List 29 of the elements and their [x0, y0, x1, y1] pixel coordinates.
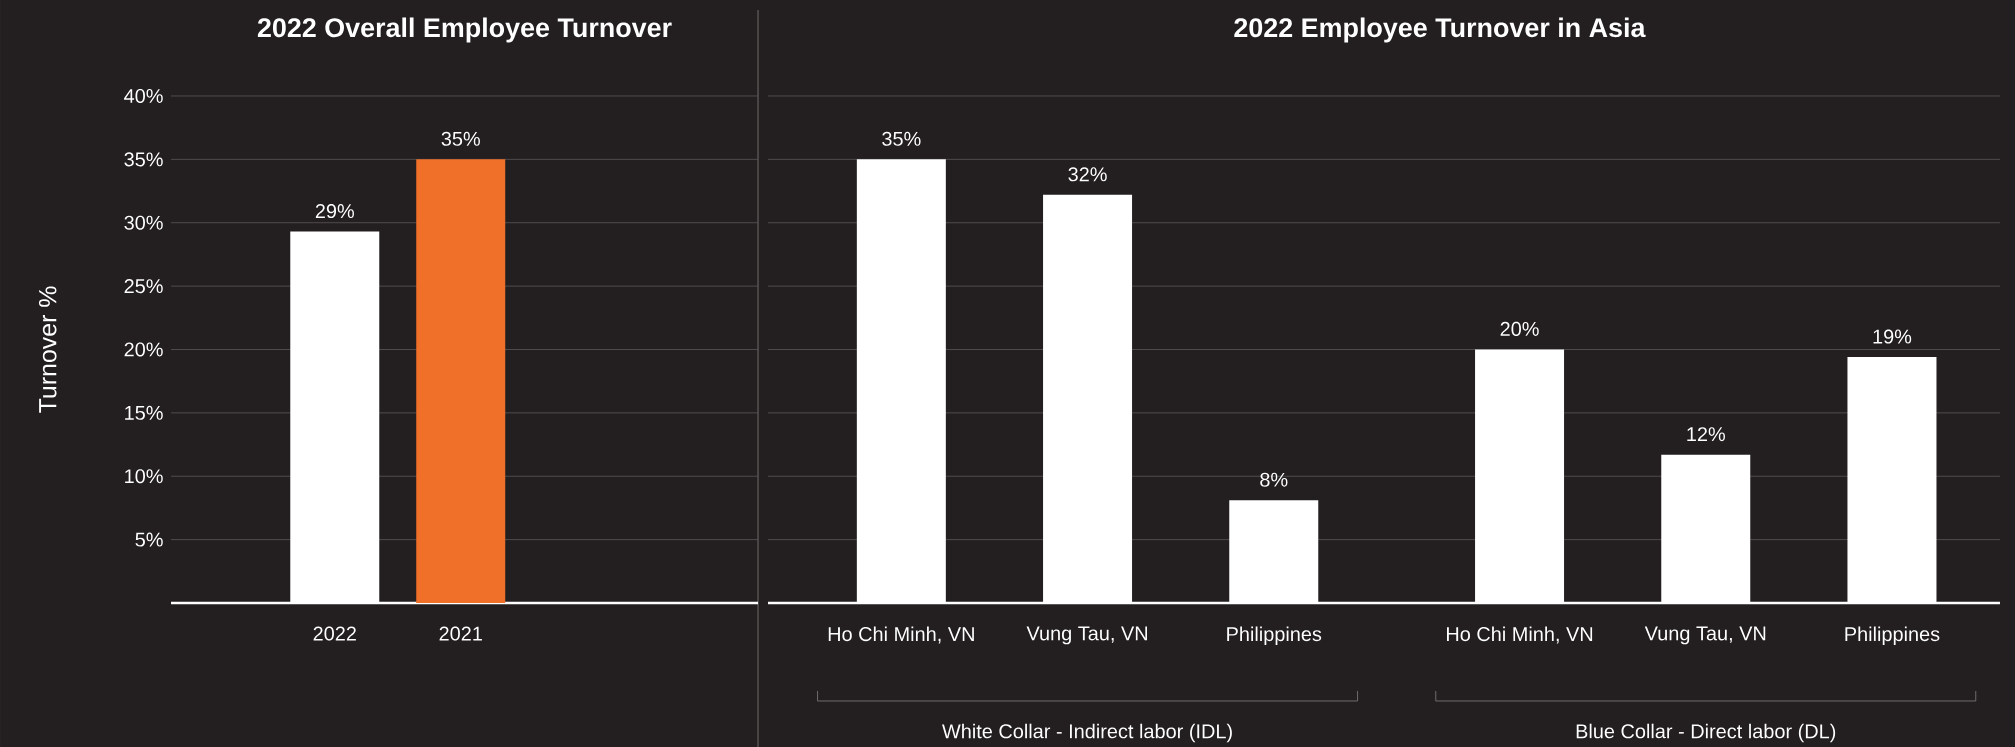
text: Blue Collar - Direct labor (DL) — [1576, 723, 1836, 743]
data-label: 8% — [1260, 472, 1288, 487]
x-tick-label: Philippines — [1845, 626, 1940, 646]
x-tick-label: 2022 — [313, 626, 356, 641]
data-label: 19% — [1873, 329, 1912, 344]
chart-title: 2022 Employee Turnover in Asia — [1234, 17, 1646, 43]
x-tick-label: Ho Chi Minh, VN — [828, 626, 974, 644]
x-tick-label: Vung Tau, VN — [1644, 626, 1766, 645]
y-tick-label: 30% — [124, 215, 163, 230]
data-label: 20% — [1500, 321, 1539, 336]
chart-title: 2022 Overall Employee Turnover — [257, 17, 672, 43]
y-tick-label: 40% — [124, 88, 163, 104]
x-tick-label: Philippines — [1227, 626, 1322, 646]
data-label: 35% — [882, 131, 921, 146]
data-label: 35% — [441, 131, 480, 146]
x-tick-label: 2021 — [439, 626, 482, 641]
y-tick-label: 35% — [124, 152, 163, 167]
x-tick-label: Ho Chi Minh, VN — [1447, 626, 1593, 644]
y-tick-label: 20% — [124, 342, 163, 357]
data-label: 12% — [1687, 427, 1725, 442]
y-axis-title: Turnover % — [38, 286, 57, 413]
text: White Collar - Indirect labor (IDL) — [942, 723, 1232, 743]
y-tick-label: 10% — [125, 469, 163, 484]
data-label: 32% — [1068, 167, 1107, 182]
x-tick-label: Vung Tau, VN — [1026, 626, 1148, 645]
y-tick-label: 15% — [125, 405, 163, 420]
data-label: 29% — [315, 203, 354, 219]
y-tick-label: 25% — [124, 279, 163, 294]
y-tick-label: 5% — [135, 532, 163, 547]
